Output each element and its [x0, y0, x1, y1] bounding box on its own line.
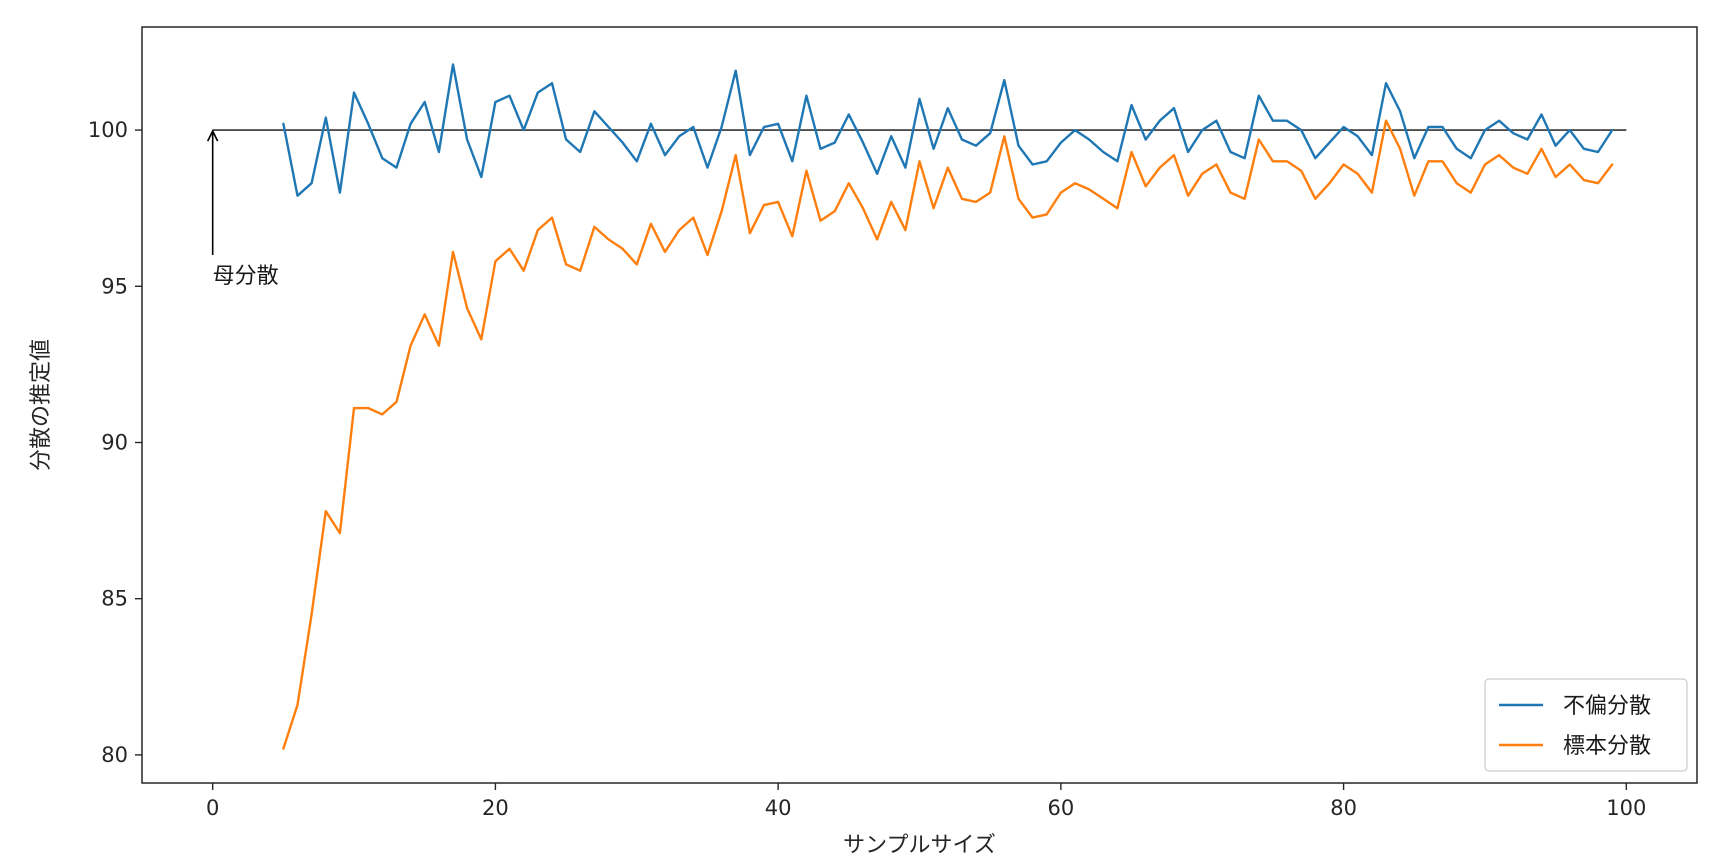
x-axis-label: サンプルサイズ: [843, 833, 996, 858]
series-lines: [282, 63, 1614, 750]
annotation: 母分散: [206, 129, 279, 289]
series-line-2: [282, 119, 1614, 750]
x-tick-label: 40: [765, 796, 792, 820]
x-tick-label: 0: [206, 796, 219, 820]
series-line-1: [282, 63, 1614, 197]
x-tick-label: 20: [482, 796, 509, 820]
x-axis-ticks: 0 20 40 60 80 100: [206, 783, 1646, 820]
legend-label-2: 標本分散: [1563, 734, 1651, 759]
legend-label-1: 不偏分散: [1563, 694, 1651, 719]
x-tick-label: 60: [1047, 796, 1074, 820]
y-tick-label: 85: [101, 587, 128, 611]
y-tick-label: 95: [101, 274, 128, 298]
y-tick-label: 80: [101, 743, 128, 767]
annotation-label: 母分散: [213, 264, 279, 289]
plot-frame: [141, 26, 1698, 784]
x-tick-label: 80: [1330, 796, 1357, 820]
y-axis-label: 分散の推定値: [29, 339, 54, 471]
y-axis-ticks: 80 85 90 95 100: [88, 118, 142, 767]
y-tick-label: 90: [101, 430, 128, 454]
legend-box: [1484, 678, 1688, 772]
y-tick-label: 100: [88, 118, 128, 142]
annotation-arrowhead: [206, 129, 219, 142]
plot-area: 0 20 40 60 80 100 80 85 90 95 100 母分散: [88, 26, 1698, 820]
x-tick-label: 100: [1606, 796, 1646, 820]
